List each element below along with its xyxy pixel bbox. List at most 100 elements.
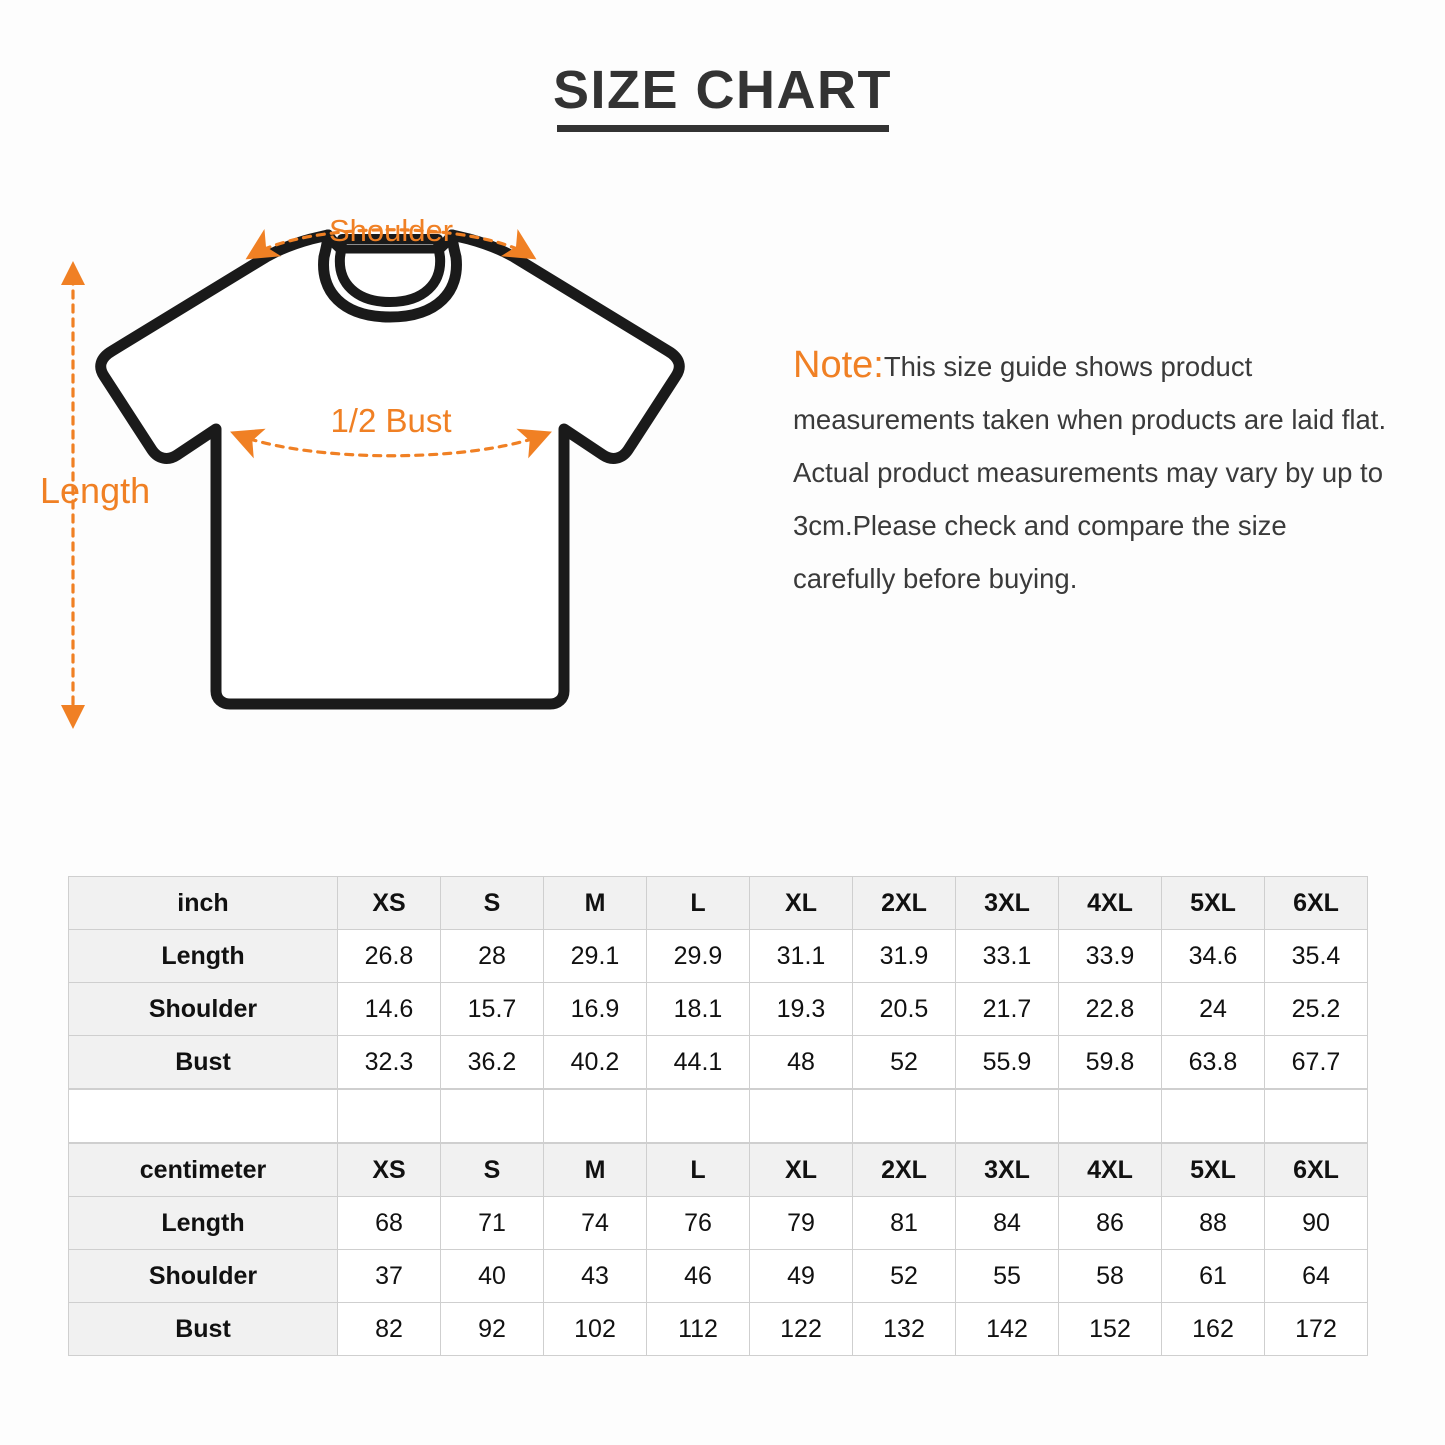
tshirt-diagram: Shoulder 1/2 Bust Length xyxy=(28,205,788,750)
shoulder-label: Shoulder xyxy=(329,213,453,248)
spacer-cell xyxy=(337,1089,441,1143)
cell-shoulder-6xl: 64 xyxy=(1264,1249,1368,1303)
size-header-xs: XS xyxy=(337,876,441,930)
spacer-cell xyxy=(1161,1089,1265,1143)
size-header-l: L xyxy=(646,876,750,930)
cell-bust-xs: 82 xyxy=(337,1302,441,1356)
length-label: Length xyxy=(40,470,150,511)
spacer-cell xyxy=(1058,1089,1162,1143)
cell-length-5xl: 34.6 xyxy=(1161,929,1265,983)
cell-bust-xs: 32.3 xyxy=(337,1035,441,1089)
cell-bust-m: 40.2 xyxy=(543,1035,647,1089)
size-header-xs: XS xyxy=(337,1143,441,1197)
size-header-s: S xyxy=(440,876,544,930)
cell-shoulder-s: 40 xyxy=(440,1249,544,1303)
row-label-shoulder: Shoulder xyxy=(68,982,338,1036)
cm-header-row: centimeter XS S M L XL 2XL 3XL 4XL 5XL 6XL xyxy=(68,1143,1368,1197)
cell-length-5xl: 88 xyxy=(1161,1196,1265,1250)
cell-shoulder-2xl: 20.5 xyxy=(852,982,956,1036)
inch-unit-label: inch xyxy=(68,876,338,930)
cell-length-m: 29.1 xyxy=(543,929,647,983)
size-header-xl: XL xyxy=(749,876,853,930)
cell-shoulder-m: 16.9 xyxy=(543,982,647,1036)
size-header-4xl: 4XL xyxy=(1058,1143,1162,1197)
cell-length-3xl: 33.1 xyxy=(955,929,1059,983)
cell-shoulder-s: 15.7 xyxy=(440,982,544,1036)
cell-length-4xl: 33.9 xyxy=(1058,929,1162,983)
size-header-3xl: 3XL xyxy=(955,1143,1059,1197)
spacer-cell xyxy=(440,1089,544,1143)
cell-bust-2xl: 52 xyxy=(852,1035,956,1089)
shoulder-measure-arrow xyxy=(245,228,537,260)
spacer-cell xyxy=(543,1089,647,1143)
centimeter-size-table: centimeter XS S M L XL 2XL 3XL 4XL 5XL 6XL Length 68… xyxy=(68,1143,1368,1356)
size-header-4xl: 4XL xyxy=(1058,876,1162,930)
cell-length-xl: 31.1 xyxy=(749,929,853,983)
cell-bust-l: 112 xyxy=(646,1302,750,1356)
cell-shoulder-l: 18.1 xyxy=(646,982,750,1036)
cell-length-3xl: 84 xyxy=(955,1196,1059,1250)
spacer-cell xyxy=(852,1089,956,1143)
tshirt-outline-icon xyxy=(95,229,685,710)
cell-bust-xl: 122 xyxy=(749,1302,853,1356)
cell-shoulder-5xl: 24 xyxy=(1161,982,1265,1036)
cell-shoulder-3xl: 55 xyxy=(955,1249,1059,1303)
spacer-row xyxy=(68,1089,1368,1143)
page-title: SIZE CHART xyxy=(553,60,892,120)
size-header-6xl: 6XL xyxy=(1264,876,1368,930)
size-header-m: M xyxy=(543,876,647,930)
cell-length-xs: 26.8 xyxy=(337,929,441,983)
cell-shoulder-xl: 49 xyxy=(749,1249,853,1303)
cell-shoulder-4xl: 22.8 xyxy=(1058,982,1162,1036)
size-header-5xl: 5XL xyxy=(1161,876,1265,930)
size-header-s: S xyxy=(440,1143,544,1197)
cell-shoulder-2xl: 52 xyxy=(852,1249,956,1303)
row-label-length: Length xyxy=(68,1196,338,1250)
spacer-cell xyxy=(68,1089,338,1143)
cell-shoulder-5xl: 61 xyxy=(1161,1249,1265,1303)
cell-shoulder-m: 43 xyxy=(543,1249,647,1303)
size-header-6xl: 6XL xyxy=(1264,1143,1368,1197)
size-header-m: M xyxy=(543,1143,647,1197)
cell-shoulder-4xl: 58 xyxy=(1058,1249,1162,1303)
cell-bust-m: 102 xyxy=(543,1302,647,1356)
cell-length-s: 28 xyxy=(440,929,544,983)
length-measure-arrow xyxy=(61,261,85,729)
cell-length-2xl: 31.9 xyxy=(852,929,956,983)
cell-bust-5xl: 162 xyxy=(1161,1302,1265,1356)
table-row: Length 26.8 28 29.1 29.9 31.1 31.9 33.1 33.9 34.6… xyxy=(68,929,1368,983)
inch-size-table: inch XS S M L XL 2XL 3XL 4XL 5XL 6XL Length 26.8 28 29… xyxy=(68,876,1368,1089)
cell-bust-6xl: 67.7 xyxy=(1264,1035,1368,1089)
cell-length-6xl: 90 xyxy=(1264,1196,1368,1250)
cell-shoulder-6xl: 25.2 xyxy=(1264,982,1368,1036)
table-row: Length 68 71 74 76 79 81 84 86 88 90 xyxy=(68,1196,1368,1250)
cell-length-4xl: 86 xyxy=(1058,1196,1162,1250)
cell-bust-s: 92 xyxy=(440,1302,544,1356)
spacer-cell xyxy=(1264,1089,1368,1143)
size-header-2xl: 2XL xyxy=(852,1143,956,1197)
table-row: Shoulder 37 40 43 46 49 52 55 58 61 64 xyxy=(68,1249,1368,1303)
note-label: Note: xyxy=(793,343,884,386)
cm-unit-label: centimeter xyxy=(68,1143,338,1197)
cell-shoulder-xl: 19.3 xyxy=(749,982,853,1036)
row-label-bust: Bust xyxy=(68,1035,338,1089)
note-block: Note:This size guide shows product measu… xyxy=(793,312,1393,632)
row-label-shoulder: Shoulder xyxy=(68,1249,338,1303)
spacer-cell xyxy=(955,1089,1059,1143)
cell-shoulder-xs: 37 xyxy=(337,1249,441,1303)
bust-measure-arrow xyxy=(230,428,552,459)
size-header-xl: XL xyxy=(749,1143,853,1197)
cell-length-6xl: 35.4 xyxy=(1264,929,1368,983)
cell-length-l: 29.9 xyxy=(646,929,750,983)
table-row: Bust 32.3 36.2 40.2 44.1 48 52 55.9 59.8 63.8 67.7 xyxy=(68,1035,1368,1089)
size-tables: inch XS S M L XL 2XL 3XL 4XL 5XL 6XL Length 26.8 28 29… xyxy=(68,876,1368,1356)
table-spacer-row xyxy=(68,1089,1368,1143)
cell-length-xl: 79 xyxy=(749,1196,853,1250)
table-row: Shoulder 14.6 15.7 16.9 18.1 19.3 20.5 21.7 22.8… xyxy=(68,982,1368,1036)
size-header-l: L xyxy=(646,1143,750,1197)
size-header-5xl: 5XL xyxy=(1161,1143,1265,1197)
cell-bust-2xl: 132 xyxy=(852,1302,956,1356)
cell-bust-xl: 48 xyxy=(749,1035,853,1089)
title-block: SIZE CHART xyxy=(0,62,1445,132)
cell-length-xs: 68 xyxy=(337,1196,441,1250)
